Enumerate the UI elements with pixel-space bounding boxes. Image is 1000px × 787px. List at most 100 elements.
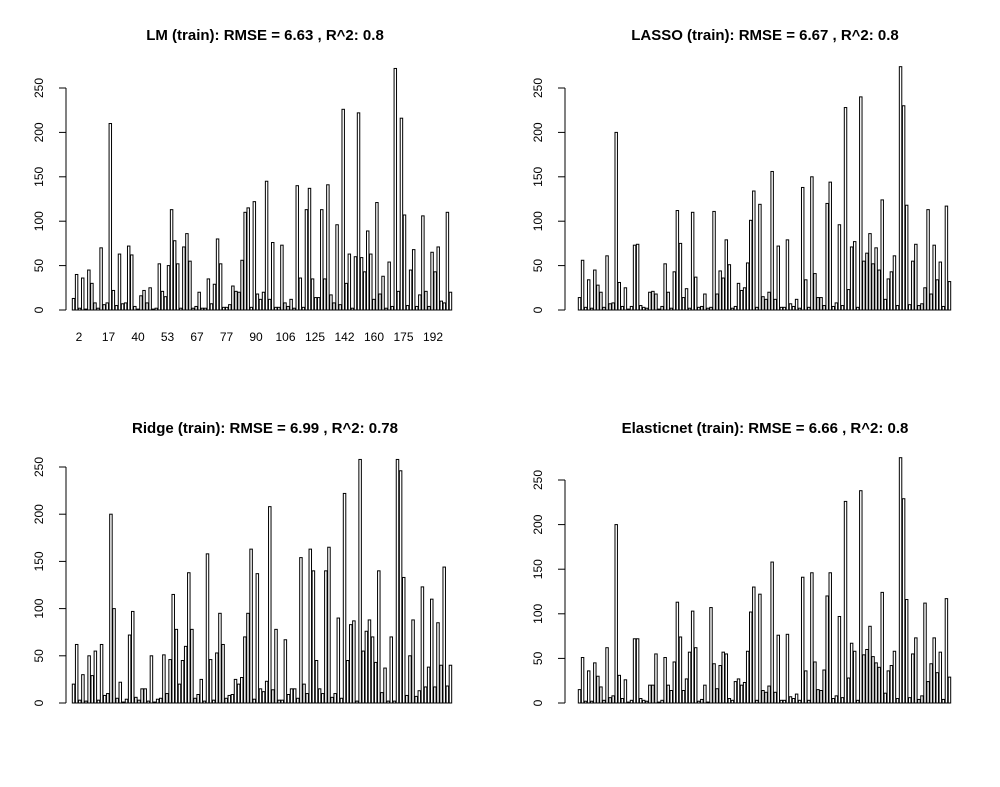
bar: [359, 257, 364, 311]
bar: [436, 622, 440, 704]
bar: [350, 307, 355, 311]
bar: [81, 674, 85, 704]
bar: [629, 699, 634, 704]
bar: [427, 305, 431, 311]
bar: [380, 692, 384, 704]
bar: [901, 105, 906, 311]
bar: [148, 287, 152, 311]
bar: [880, 199, 884, 311]
bar: [810, 176, 814, 311]
bar: [785, 633, 790, 704]
bar: [199, 678, 204, 704]
bar: [299, 557, 303, 704]
bar: [660, 699, 664, 704]
bar: [816, 689, 820, 704]
bar: [776, 245, 780, 311]
bar: [77, 307, 82, 311]
bar: [111, 289, 116, 311]
bar: [648, 291, 652, 311]
bar: [196, 694, 200, 704]
bar: [102, 694, 107, 704]
bar: [364, 630, 369, 704]
bar: [289, 688, 294, 704]
bar: [608, 303, 612, 311]
bar: [115, 697, 119, 704]
bar: [93, 302, 97, 311]
bar: [889, 271, 894, 311]
bar: [448, 291, 453, 311]
bar: [889, 665, 894, 704]
bar: [240, 677, 244, 704]
bar: [706, 701, 710, 704]
bar: [194, 305, 198, 311]
bar: [160, 290, 165, 311]
x-tick-label: 106: [275, 330, 295, 344]
bar: [258, 298, 263, 311]
bar: [862, 654, 866, 704]
bar: [807, 699, 811, 704]
bar: [586, 670, 591, 704]
x-axis-labels: 2 17 40 53 67 77 90 106 125 142 160 175 192: [76, 330, 444, 344]
bar: [770, 170, 774, 311]
bar: [929, 663, 933, 704]
bar: [188, 260, 192, 311]
bar: [218, 612, 222, 704]
bar: [264, 680, 269, 704]
bar: [843, 107, 848, 311]
bar: [369, 253, 373, 311]
bar: [593, 662, 597, 704]
bar: [709, 306, 713, 311]
bar: [255, 293, 260, 311]
bar: [280, 244, 284, 311]
bar: [758, 593, 762, 704]
bar: [935, 279, 939, 311]
bar: [617, 281, 621, 311]
bar: [304, 209, 309, 311]
bar: [205, 553, 210, 704]
bar: [261, 291, 266, 311]
bar: [157, 263, 162, 311]
bar: [74, 643, 79, 704]
bar: [672, 271, 677, 311]
bar: [137, 699, 141, 704]
bar: [261, 691, 266, 704]
bar: [642, 699, 646, 704]
bar: [684, 288, 689, 311]
bar: [577, 689, 582, 704]
bar: [586, 279, 591, 311]
bar: [596, 675, 600, 704]
bar: [733, 681, 738, 704]
bar: [280, 699, 284, 704]
bar: [237, 291, 241, 311]
bar: [822, 305, 826, 311]
bar: [87, 655, 91, 704]
bar: [84, 700, 88, 704]
bar: [773, 298, 777, 311]
x-tick-label: 77: [220, 330, 234, 344]
bar: [926, 681, 930, 704]
bar: [877, 666, 881, 704]
y-tick-label: 250: [531, 470, 545, 490]
bar: [663, 263, 667, 311]
bar: [433, 686, 437, 704]
bar: [109, 513, 113, 704]
bar: [908, 304, 912, 311]
x-tick-label: 142: [334, 330, 354, 344]
bar: [580, 657, 585, 704]
bar: [914, 243, 918, 311]
bar: [200, 307, 204, 311]
bar: [681, 690, 686, 704]
bar: [871, 656, 875, 704]
bar: [941, 305, 946, 311]
bar: [277, 699, 281, 704]
bar: [108, 123, 113, 311]
bar: [800, 186, 805, 311]
bar: [327, 546, 331, 704]
bar: [911, 260, 915, 311]
y-tick-label: 150: [531, 559, 545, 579]
bar: [761, 296, 765, 311]
bar: [375, 202, 379, 311]
bar: [892, 255, 897, 311]
bar: [645, 700, 649, 704]
chart-title: LASSO (train): RMSE = 6.67 , R^2: 0.8: [631, 27, 899, 44]
